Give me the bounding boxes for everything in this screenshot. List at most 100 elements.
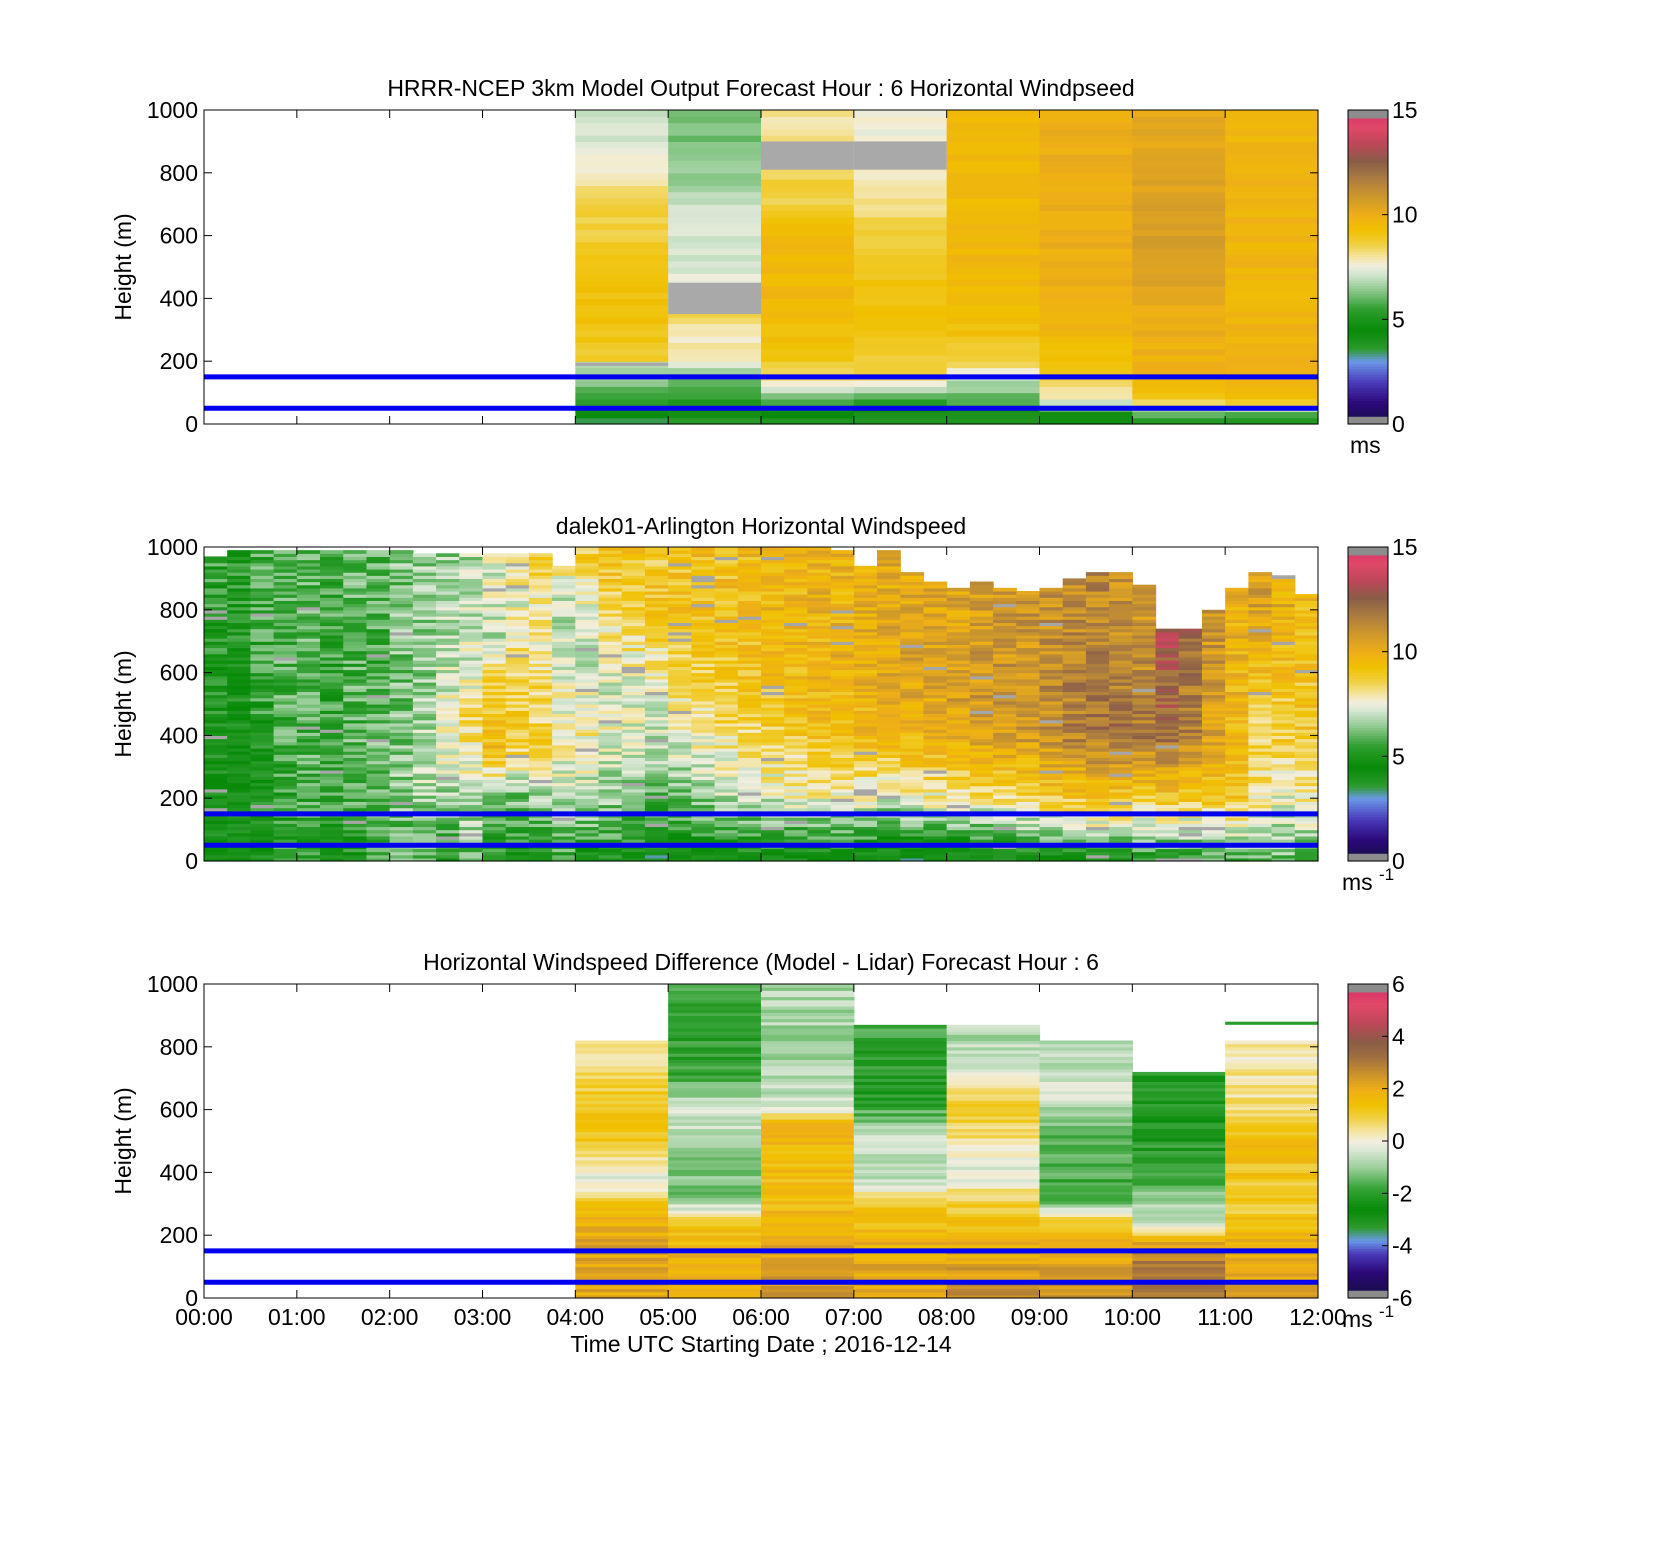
heatmap-cell — [598, 788, 623, 793]
heatmap-cell — [575, 584, 600, 589]
heatmap-cell — [784, 691, 809, 696]
heatmap-cell — [946, 747, 971, 752]
heatmap-cell — [761, 273, 855, 281]
heatmap-cell — [366, 820, 391, 824]
heatmap-cell — [320, 606, 344, 611]
heatmap-cell — [528, 738, 553, 743]
heatmap-cell — [1248, 839, 1273, 843]
x-ticks — [203, 110, 1319, 424]
heatmap-cell — [482, 757, 507, 762]
heatmap-cell — [389, 575, 414, 579]
heatmap-cell — [691, 791, 716, 796]
heatmap-cell — [946, 741, 971, 746]
heatmap-cell — [296, 663, 321, 667]
heatmap-cell — [969, 732, 994, 736]
heatmap-cell — [668, 597, 692, 601]
heatmap-cell — [204, 653, 228, 658]
heatmap-cell — [1225, 147, 1319, 155]
heatmap-cell — [784, 773, 809, 777]
heatmap-cell — [320, 741, 344, 746]
heatmap-cell — [853, 135, 948, 142]
heatmap-cell — [900, 600, 925, 605]
heatmap-cell — [946, 323, 1041, 331]
heatmap-cell — [273, 578, 298, 583]
heatmap-cell — [273, 619, 298, 623]
heatmap-cell — [644, 660, 669, 664]
heatmap-cell — [714, 641, 739, 645]
heatmap-cell — [853, 342, 948, 350]
heatmap-cell — [993, 600, 1017, 605]
heatmap-cell — [853, 392, 948, 400]
heatmap-cell — [807, 839, 832, 843]
heatmap-cell — [1132, 725, 1157, 730]
heatmap-cell — [366, 832, 391, 837]
heatmap-cell — [761, 766, 785, 771]
colorbar-segment — [1348, 324, 1388, 328]
heatmap-cell — [343, 590, 368, 595]
heatmap-cell — [761, 829, 785, 834]
heatmap-cell — [528, 584, 553, 589]
heatmap-cell — [575, 788, 600, 793]
heatmap-cell — [343, 747, 368, 752]
heatmap-cell — [1062, 606, 1087, 611]
heatmap-cell — [227, 826, 252, 831]
heatmap-cell — [853, 310, 948, 318]
heatmap-cell — [877, 678, 901, 683]
heatmap-cell — [250, 801, 275, 806]
heatmap-cell — [1132, 672, 1157, 677]
heatmap-cell — [482, 829, 507, 834]
heatmap-cell — [204, 603, 228, 608]
colorbar-segment — [1348, 130, 1388, 135]
heatmap-cell — [621, 634, 646, 639]
heatmap-cell — [784, 590, 809, 595]
heatmap-cell — [1016, 644, 1041, 649]
heatmap-cell — [412, 766, 437, 771]
heatmap-cell — [1109, 647, 1133, 652]
heatmap-cell — [644, 832, 669, 837]
heatmap-cell — [621, 609, 646, 614]
heatmap-cell — [784, 650, 809, 655]
heatmap-cell — [737, 773, 762, 777]
heatmap-cell — [691, 597, 716, 601]
heatmap-cell — [598, 729, 623, 733]
heatmap-cell — [598, 619, 623, 623]
heatmap-cell — [1016, 666, 1041, 671]
heatmap-cell — [853, 298, 948, 306]
heatmap-cell — [575, 823, 600, 828]
heatmap-cell — [1225, 317, 1319, 325]
heatmap-cell — [993, 760, 1017, 765]
heatmap-cell — [1248, 729, 1273, 733]
heatmap-cell — [668, 782, 692, 787]
heatmap-cell — [204, 600, 228, 605]
heatmap-cell — [691, 839, 716, 843]
heatmap-cell — [482, 716, 507, 721]
heatmap-cell — [1132, 342, 1226, 350]
heatmap-cell — [1201, 763, 1226, 768]
heatmap-cell — [250, 807, 275, 812]
heatmap-cell — [784, 826, 809, 831]
heatmap-cell — [366, 744, 391, 749]
heatmap-cell — [969, 791, 994, 796]
heatmap-cell — [1039, 197, 1133, 205]
heatmap-cell — [668, 329, 762, 337]
heatmap-cell — [598, 584, 623, 589]
heatmap-cell — [1039, 835, 1064, 840]
heatmap-cell — [552, 729, 576, 733]
heatmap-cell — [552, 694, 576, 699]
heatmap-cell — [528, 820, 553, 824]
heatmap-cell — [1225, 310, 1319, 318]
heatmap-cell — [969, 832, 994, 837]
heatmap-cell — [505, 694, 530, 699]
heatmap-cell — [737, 757, 762, 762]
heatmap-cell — [923, 791, 948, 796]
heatmap-cell — [761, 547, 785, 551]
heatmap-cell — [1039, 609, 1064, 614]
heatmap-cell — [761, 568, 785, 573]
colorbar-segment — [1348, 188, 1388, 192]
heatmap-cell — [366, 606, 391, 611]
heatmap-cell — [575, 550, 600, 554]
heatmap-cell — [389, 829, 414, 834]
heatmap-cell — [691, 826, 716, 831]
heatmap-cell — [366, 672, 391, 677]
heatmap-cell — [807, 738, 832, 743]
